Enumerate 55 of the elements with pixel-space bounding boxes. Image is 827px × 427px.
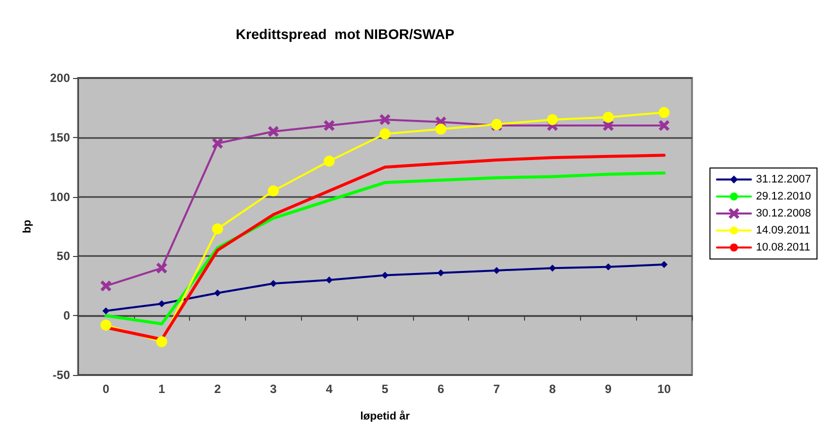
point (435, 124, 446, 135)
point (270, 280, 277, 288)
x-tick-label: 1 (158, 382, 166, 396)
point (380, 114, 390, 125)
legend-label: 10.08.2011 (756, 242, 810, 254)
point (156, 263, 167, 274)
point (604, 263, 612, 270)
y-axis-title: bp (22, 220, 34, 234)
legend-label: 30.12.2008 (756, 208, 812, 220)
point (493, 266, 500, 274)
x-tick-label: 0 (102, 382, 110, 396)
y-tick-label: 0 (63, 308, 70, 323)
legend-label: 14.09.2011 (756, 224, 810, 236)
point (100, 280, 111, 291)
x-tick-label: 2 (214, 382, 222, 396)
point (102, 307, 110, 314)
point (602, 112, 614, 123)
point (548, 264, 556, 272)
x-tick-label: 7 (493, 382, 500, 396)
point (158, 300, 166, 308)
point (660, 261, 668, 268)
y-tick-label: 150 (50, 130, 70, 144)
legend-label: 31.12.2007 (756, 174, 812, 186)
point (156, 336, 168, 348)
x-tick-label: 4 (326, 382, 333, 396)
point (603, 120, 614, 131)
x-tick-label: 8 (549, 382, 556, 396)
point (659, 120, 670, 131)
x-tick-label: 3 (270, 382, 278, 396)
point (437, 269, 444, 276)
x-tick-label: 10 (657, 382, 672, 396)
point (546, 114, 558, 126)
point (326, 276, 333, 284)
point (268, 185, 279, 196)
point (324, 120, 334, 131)
y-tick-label: 200 (50, 71, 70, 85)
line-series (104, 172, 666, 326)
x-tick-label: 9 (604, 382, 612, 396)
chart-title: Kredittspread mot NIBOR/SWAP (236, 26, 454, 42)
point (324, 156, 335, 167)
x-tick-label: 6 (437, 382, 444, 396)
legend-label: 29.12.2010 (756, 190, 812, 202)
y-tick-label: -50 (52, 368, 70, 382)
y-tick-label: 50 (56, 249, 70, 264)
point (100, 320, 112, 331)
point (212, 138, 223, 148)
x-tick-label: 5 (382, 382, 389, 396)
point (382, 272, 388, 279)
point (658, 106, 670, 118)
point (214, 290, 222, 297)
x-axis-title: løpetid år (360, 410, 410, 422)
point (268, 126, 278, 136)
point (380, 128, 390, 140)
y-tick-label: 100 (50, 190, 70, 204)
point (212, 223, 224, 234)
